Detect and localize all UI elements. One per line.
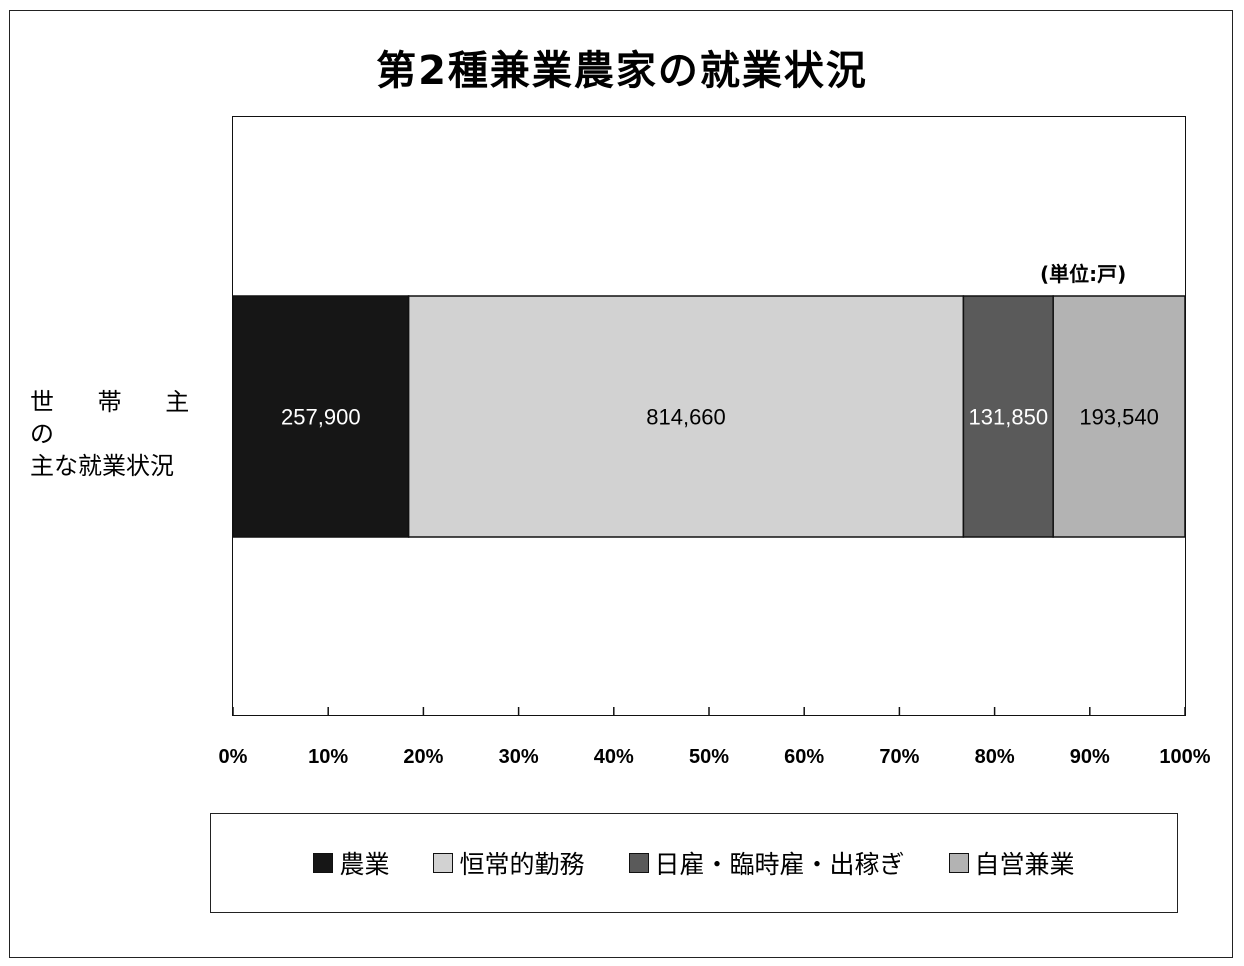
chart-title: 第2種兼業農家の就業状況 xyxy=(376,48,868,94)
category-label-line-1: 世 帯 主 の xyxy=(30,388,208,448)
bar-segment-0 xyxy=(232,295,410,538)
legend-label-agriculture: 農業 xyxy=(339,850,390,879)
data-label-1: 814,660 xyxy=(646,405,726,430)
x-tick-label: 20% xyxy=(403,746,443,768)
unit-note: (単位:戸) xyxy=(1040,262,1127,286)
x-tick-label: 100% xyxy=(1159,746,1210,768)
legend: 農業 恒常的勤務 日雇・臨時雇・出稼ぎ 自営兼業 xyxy=(210,813,1178,913)
legend-item-agriculture: 農業 xyxy=(313,845,389,881)
legend-swatch-agriculture xyxy=(313,853,334,873)
x-tick-label: 10% xyxy=(308,746,348,768)
x-tick-label: 70% xyxy=(879,746,919,768)
bar-segment-2 xyxy=(962,295,1054,538)
data-label-2: 131,850 xyxy=(969,405,1049,430)
legend-label-day-labor: 日雇・臨時雇・出稼ぎ xyxy=(654,850,905,879)
x-tick-label: 0% xyxy=(219,746,248,768)
x-tick-label: 40% xyxy=(594,746,634,768)
legend-swatch-day-labor xyxy=(628,853,649,873)
bar-segment-1 xyxy=(407,295,965,538)
x-tick-label: 90% xyxy=(1070,746,1110,768)
category-label: 世 帯 主 の 主な就業状況 xyxy=(30,386,210,482)
legend-label-self-employed: 自営兼業 xyxy=(974,850,1075,879)
legend-item-regular-employment: 恒常的勤務 xyxy=(433,845,585,881)
category-label-line-2: 主な就業状況 xyxy=(30,452,174,480)
legend-item-day-labor: 日雇・臨時雇・出稼ぎ xyxy=(628,845,905,881)
legend-swatch-self-employed xyxy=(948,853,969,873)
data-label-0: 257,900 xyxy=(281,405,361,430)
bar-segment-3 xyxy=(1052,295,1186,538)
x-tick-label: 30% xyxy=(499,746,539,768)
chart-frame xyxy=(9,10,1233,958)
x-tick-label: 60% xyxy=(784,746,824,768)
legend-swatch-regular-employment xyxy=(433,853,454,873)
legend-item-self-employed: 自営兼業 xyxy=(948,845,1075,881)
legend-label-regular-employment: 恒常的勤務 xyxy=(459,850,585,879)
x-tick-label: 50% xyxy=(689,746,729,768)
data-label-3: 193,540 xyxy=(1079,405,1159,430)
x-tick-label: 80% xyxy=(975,746,1015,768)
